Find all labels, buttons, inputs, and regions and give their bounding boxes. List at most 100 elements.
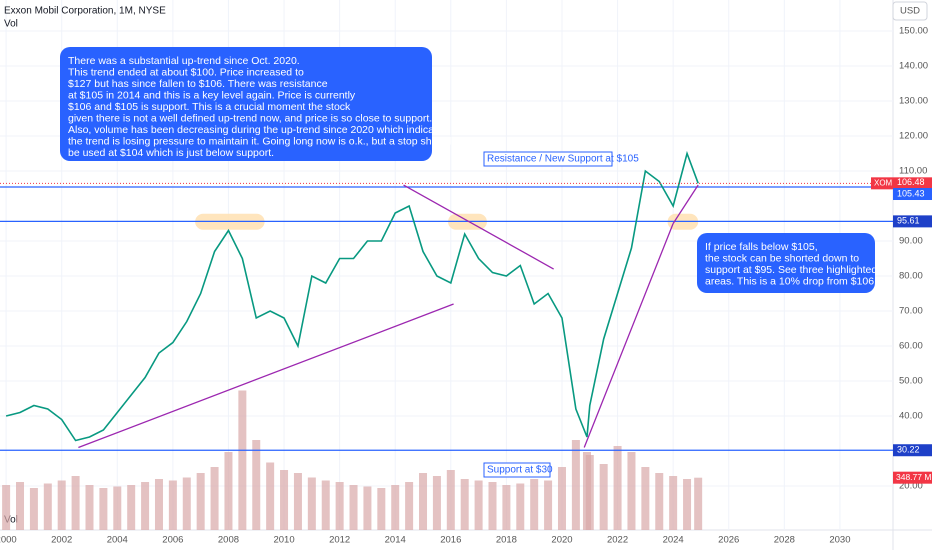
x-tick-label: 2010 [273, 535, 294, 546]
volume-bar [127, 485, 136, 530]
annotation-text: the trend is losing pressure to maintain… [68, 135, 452, 147]
y-tick-label: 130.00 [899, 96, 928, 107]
volume-bar [613, 446, 622, 530]
y-tick-label: 80.00 [899, 271, 923, 282]
volume-bar [516, 483, 525, 530]
annotation-text: Also, volume has been decreasing during … [68, 124, 448, 136]
annotation-text: If price falls below $105, [705, 241, 818, 253]
y-tick-label: 20.00 [899, 481, 923, 492]
volume-bar [502, 485, 511, 530]
level-tag-label: 30.22 [897, 445, 920, 455]
volume-bar [43, 483, 52, 530]
volume-bar [363, 486, 372, 530]
volume-bar [391, 485, 400, 530]
volume-bar [335, 482, 344, 530]
annotation-text: be used at $104 which is just below supp… [68, 147, 274, 159]
volume-bar [266, 462, 275, 530]
volume-bar [113, 486, 122, 530]
level-tag [893, 444, 932, 457]
annotation-text: support at $95. See three highlighted [705, 264, 877, 276]
volume-tag [893, 471, 932, 484]
price-tag-label: 106.48 [897, 177, 925, 187]
volume-bar [29, 488, 38, 530]
x-tick-label: 2016 [440, 535, 461, 546]
volume-bar [210, 467, 219, 530]
volume-bar [599, 464, 608, 530]
volume-bar [585, 455, 594, 530]
subtitle: Vol [4, 19, 18, 30]
y-tick-label: 50.00 [899, 376, 923, 387]
symbol-label: XOM [874, 178, 893, 187]
trendline [403, 184, 554, 270]
level-tag-label: 95.61 [897, 216, 920, 226]
trendline [672, 184, 699, 224]
currency-box[interactable] [892, 1, 928, 21]
symbol-tag [871, 177, 893, 190]
volume-bar [238, 390, 247, 530]
y-tick-label: 150.00 [899, 26, 928, 37]
volume-bar [224, 452, 233, 530]
x-tick-label: 2008 [218, 535, 239, 546]
annotation-box [697, 233, 875, 293]
level-tag [893, 188, 932, 201]
trendline [583, 223, 674, 448]
x-tick-label: 2020 [551, 535, 572, 546]
volume-bar [683, 479, 692, 530]
x-tick-label: 2024 [663, 535, 684, 546]
volume-bar [474, 480, 483, 530]
volume-bar [252, 440, 261, 530]
y-tick-label: 140.00 [899, 61, 928, 72]
volume-bar [196, 473, 205, 530]
level-tag [893, 215, 932, 228]
volume-label: Vol [4, 515, 18, 526]
volume-bar [655, 473, 664, 530]
volume-bar [432, 476, 441, 530]
volume-bar [16, 482, 25, 530]
volume-bar [2, 485, 11, 530]
volume-bar [377, 488, 386, 530]
volume-bar [571, 440, 580, 530]
annotation-text: $106 and $105 is support. This is a cruc… [68, 101, 351, 113]
x-tick-label: 2012 [329, 535, 350, 546]
volume-bar [307, 477, 316, 530]
label-box [483, 151, 613, 167]
volume-bar [57, 480, 66, 530]
annotation-text: $127 but has since fallen to $106. There… [68, 78, 328, 90]
volume-bar [405, 482, 414, 530]
y-tick-label: 60.00 [899, 341, 923, 352]
annotation-text: at $105 in 2014 and this is a key level … [68, 89, 356, 101]
x-tick-label: 2004 [107, 535, 128, 546]
y-tick-label: 110.00 [899, 166, 927, 177]
x-tick-label: 2002 [51, 535, 72, 546]
volume-tag-label: 348.77 M [896, 472, 931, 482]
volume-bar [280, 470, 289, 530]
x-tick-label: 2000 [0, 535, 17, 546]
annotation-text: the stock can be shorted down to [705, 252, 859, 264]
x-tick-label: 2014 [385, 535, 406, 546]
volume-bar [544, 480, 553, 530]
currency: USD [900, 6, 920, 17]
annotation-text: given there is not a well defined up-tre… [68, 112, 432, 124]
volume-bar [321, 480, 330, 530]
volume-bar [530, 479, 539, 530]
volume-bar [627, 452, 636, 530]
x-tick-label: 2030 [829, 535, 850, 546]
label-box [483, 462, 551, 478]
trendline [78, 303, 454, 449]
volume-bar [641, 467, 650, 530]
volume-bar [154, 479, 163, 530]
annotation-text: This trend ended at about $100. Price in… [68, 66, 304, 78]
annotation-text: areas. This is a 10% drop from $106. [705, 275, 877, 287]
x-tick-label: 2018 [496, 535, 517, 546]
price-line [5, 150, 699, 442]
level-tag-label: 105.43 [897, 188, 925, 198]
volume-bar [168, 480, 177, 530]
volume-bar [349, 485, 358, 530]
volume-bar [488, 482, 497, 530]
volume-bar [419, 473, 428, 530]
volume-bar [71, 476, 80, 530]
x-tick-label: 2028 [774, 535, 795, 546]
x-tick-label: 2026 [718, 535, 739, 546]
annotation-text: There was a substantial up-trend since O… [68, 55, 300, 67]
